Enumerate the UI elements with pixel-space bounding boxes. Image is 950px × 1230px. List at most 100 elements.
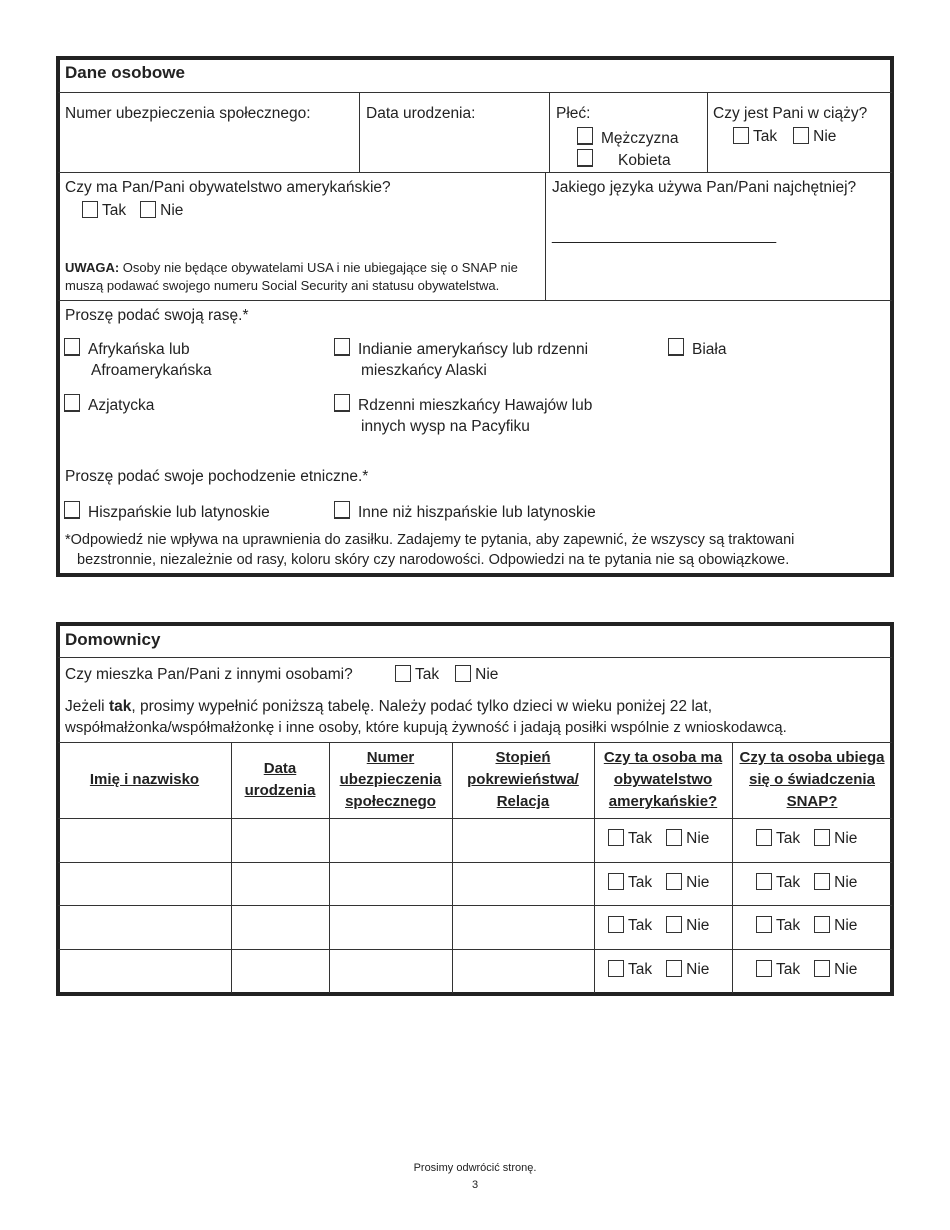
checkbox[interactable] xyxy=(666,873,683,890)
race-asian-option[interactable]: Azjatycka xyxy=(64,394,154,416)
snap-yes-no[interactable]: Tak Nie xyxy=(756,916,857,935)
column-header: Stopień pokrewieństwa/ Relacja xyxy=(467,749,579,810)
section-title: Dane osobowe xyxy=(65,63,185,82)
checkbox[interactable] xyxy=(82,201,98,218)
checkbox[interactable] xyxy=(64,501,80,519)
dob-field[interactable]: Data urodzenia: xyxy=(366,105,476,122)
snap-yes-no[interactable]: Tak Nie xyxy=(756,960,857,979)
instructions-2: współmałżonka/współmałżonkę i inne osoby… xyxy=(65,719,787,736)
table-row: Tak Nie Tak Nie xyxy=(58,862,892,905)
table-cell-input[interactable] xyxy=(329,905,452,949)
table-cell-input[interactable] xyxy=(452,905,594,949)
footnote: *Odpowiedź nie wpływa na uprawnienia do … xyxy=(65,532,795,548)
race-african-option[interactable]: Afrykańska lub Afroamerykańska xyxy=(64,338,212,381)
checkbox[interactable] xyxy=(608,873,624,890)
checkbox[interactable] xyxy=(608,916,624,933)
checkbox[interactable] xyxy=(668,338,684,356)
checkbox[interactable] xyxy=(733,127,749,144)
checkbox[interactable] xyxy=(577,127,593,145)
table-cell-input[interactable] xyxy=(452,818,594,862)
citizen-note: UWAGA: Osoby nie będące obywatelami USA … xyxy=(65,260,518,275)
table-cell-input[interactable] xyxy=(58,862,231,905)
citizen-note-2: muszą podawać swojego numeru Social Secu… xyxy=(65,278,500,293)
table-cell-input[interactable] xyxy=(329,862,452,905)
footnote-2: bezstronnie, niezależnie od rasy, koloru… xyxy=(77,552,790,568)
table-cell-input[interactable] xyxy=(58,818,231,862)
table-cell-input[interactable] xyxy=(231,949,329,993)
race-white-option[interactable]: Biała xyxy=(668,338,726,360)
checkbox[interactable] xyxy=(793,127,810,144)
column-header: Imię i nazwisko xyxy=(89,771,200,788)
personal-data-section xyxy=(56,56,894,577)
household-section xyxy=(56,622,894,996)
sex-male-option[interactable]: Mężczyzna xyxy=(577,127,679,149)
checkbox[interactable] xyxy=(64,394,80,412)
section-title: Domownicy xyxy=(65,630,161,649)
checkbox[interactable] xyxy=(140,201,157,218)
table-cell-input[interactable] xyxy=(58,949,231,993)
table-cell-input[interactable] xyxy=(58,905,231,949)
column-header: Czy ta osoba ma obywatelstwo amerykański… xyxy=(603,749,723,810)
citizen-options[interactable]: Tak Nie xyxy=(82,200,183,221)
snap-yes-no[interactable]: Tak Nie xyxy=(756,873,857,892)
checkbox[interactable] xyxy=(395,665,411,682)
checkbox[interactable] xyxy=(814,829,831,846)
turn-page-note: Prosimy odwrócić stronę. xyxy=(413,1162,537,1174)
language-label: Jakiego języka używa Pan/Pani najchętnie… xyxy=(552,179,857,196)
column-header: Czy ta osoba ubiega się o świadczenia SN… xyxy=(739,749,885,810)
checkbox[interactable] xyxy=(577,149,593,167)
column-header: Data urodzenia xyxy=(244,760,316,799)
ethnicity-non-hispanic-option[interactable]: Inne niż hiszpańskie lub latynoskie xyxy=(334,501,596,523)
checkbox[interactable] xyxy=(666,960,683,977)
citizen-yes-no[interactable]: Tak Nie xyxy=(608,829,709,848)
lives-with-options[interactable]: Tak Nie xyxy=(395,664,498,685)
lives-with-label: Czy mieszka Pan/Pani z innymi osobami? xyxy=(65,666,353,683)
table-cell-input[interactable] xyxy=(231,905,329,949)
table-cell-input[interactable] xyxy=(231,818,329,862)
sex-female-option[interactable]: Kobieta xyxy=(577,149,671,171)
race-pacific-option[interactable]: Rdzenni mieszkańcy Hawajów lub innych wys… xyxy=(334,394,592,437)
ethnicity-hispanic-option[interactable]: Hiszpańskie lub latynoskie xyxy=(64,501,270,523)
checkbox[interactable] xyxy=(334,394,350,412)
snap-yes-no[interactable]: Tak Nie xyxy=(756,829,857,848)
race-label: Proszę podać swoją rasę.* xyxy=(65,307,249,324)
citizen-yes-no[interactable]: Tak Nie xyxy=(608,873,709,892)
ethnicity-label: Proszę podać swoje pochodzenie etniczne.… xyxy=(65,468,369,485)
checkbox[interactable] xyxy=(666,916,683,933)
pregnant-options[interactable]: Tak Nie xyxy=(733,126,836,147)
checkbox[interactable] xyxy=(756,960,772,977)
column-header: Numer ubezpieczenia społecznego xyxy=(339,749,442,810)
table-row: Tak Nie Tak Nie xyxy=(58,818,892,862)
table-cell-input[interactable] xyxy=(452,862,594,905)
checkbox[interactable] xyxy=(756,873,772,890)
checkbox[interactable] xyxy=(334,501,350,519)
instructions: Jeżeli tak, prosimy wypełnić poniższą ta… xyxy=(65,698,713,715)
citizen-yes-no[interactable]: Tak Nie xyxy=(608,960,709,979)
checkbox[interactable] xyxy=(455,665,472,682)
checkbox[interactable] xyxy=(756,916,772,933)
checkbox[interactable] xyxy=(756,829,772,846)
table-cell-input[interactable] xyxy=(329,818,452,862)
table-cell-input[interactable] xyxy=(452,949,594,993)
table-row: Tak Nie Tak Nie xyxy=(58,949,892,993)
table-cell-input[interactable] xyxy=(329,949,452,993)
citizen-label: Czy ma Pan/Pani obywatelstwo amerykański… xyxy=(65,179,391,196)
page-number: 3 xyxy=(471,1179,479,1191)
checkbox[interactable] xyxy=(814,916,831,933)
citizen-yes-no[interactable]: Tak Nie xyxy=(608,916,709,935)
ssn-field[interactable]: Numer ubezpieczenia społecznego: xyxy=(65,105,311,122)
checkbox[interactable] xyxy=(814,873,831,890)
race-native-american-option[interactable]: Indianie amerykańscy lub rdzenni mieszkań… xyxy=(334,338,588,381)
checkbox[interactable] xyxy=(608,829,624,846)
checkbox[interactable] xyxy=(666,829,683,846)
pregnant-label: Czy jest Pani w ciąży? xyxy=(713,105,868,122)
table-cell-input[interactable] xyxy=(231,862,329,905)
checkbox[interactable] xyxy=(608,960,624,977)
table-row: Tak Nie Tak Nie xyxy=(58,905,892,949)
language-input[interactable]: __________________________ xyxy=(552,227,777,244)
checkbox[interactable] xyxy=(64,338,80,356)
checkbox[interactable] xyxy=(334,338,350,356)
sex-label: Płeć: xyxy=(556,105,591,122)
checkbox[interactable] xyxy=(814,960,831,977)
